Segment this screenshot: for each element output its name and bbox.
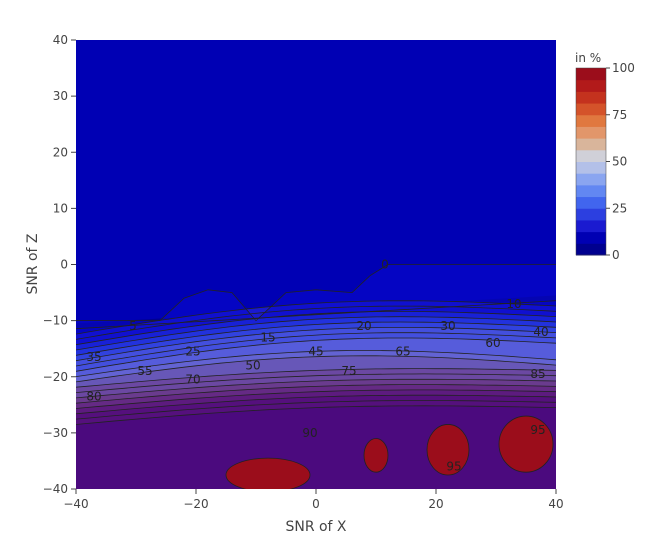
contour-islands (225, 415, 554, 489)
contour-island-1 (225, 457, 311, 489)
contour-line-10 (76, 300, 556, 335)
contour-label-40-8: 40 (533, 325, 548, 339)
x-tick-label-1: −20 (183, 497, 208, 511)
colorbar-step-0 (576, 243, 606, 256)
contour-label-35-7: 35 (86, 350, 101, 364)
contour-line-25 (76, 316, 556, 351)
contour-label-70-14: 70 (185, 373, 200, 387)
contour-label-5-1: 5 (129, 319, 137, 333)
contour-label-75-15: 75 (341, 364, 356, 378)
contour-line-55 (76, 355, 556, 383)
colorbar-step-14 (576, 79, 606, 92)
colorbar-step-3 (576, 208, 606, 221)
y-tick-label-1: −30 (43, 426, 68, 440)
contour-line-30 (76, 321, 556, 356)
plot-area (76, 40, 556, 489)
colorbar-title: in % (575, 51, 601, 65)
colorbar-tick-label-2: 50 (612, 155, 627, 169)
contour-line-5 (76, 300, 556, 330)
contour-label-65-13: 65 (395, 344, 410, 358)
y-tick-label-5: 10 (53, 201, 68, 215)
contour-label-55-11: 55 (137, 364, 152, 378)
x-axis-title: SNR of X (285, 519, 346, 535)
colorbar-step-2 (576, 219, 606, 233)
contour-island-3 (426, 424, 470, 476)
axes: −40 −20 0 20 40 −40 −30 −20 −10 0 10 20 30 40 (43, 33, 564, 511)
contour-line-65 (76, 373, 556, 394)
colorbar-step-1 (576, 231, 606, 244)
contour-label-85-17: 85 (530, 367, 545, 381)
contour-island-4 (498, 415, 554, 473)
contour-label-90-18: 90 (302, 426, 317, 440)
x-tick-label-2: 0 (312, 497, 320, 511)
contour-line-45 (76, 337, 556, 372)
contour-lines (76, 264, 556, 425)
colorbar-step-12 (576, 103, 606, 116)
colorbar-tick-label-0: 0 (612, 248, 620, 262)
colorbar-step-11 (576, 114, 606, 127)
contour-label-95-19: 95 (530, 423, 545, 437)
y-tick-label-3: −10 (43, 314, 68, 328)
contour-line-90 (76, 400, 556, 420)
contour-label-0-0: 0 (381, 258, 389, 272)
contour-line-75 (76, 384, 556, 404)
colorbar-step-6 (576, 173, 606, 186)
contour-label-45-9: 45 (308, 344, 323, 358)
contour-line-15 (76, 305, 556, 340)
colorbar-tick-label-4: 100 (612, 61, 635, 75)
x-tick-label-3: 20 (428, 497, 443, 511)
x-tick-label-4: 40 (548, 497, 563, 511)
colorbar-step-5 (576, 184, 606, 198)
colorbar-tick-label-3: 75 (612, 108, 627, 122)
contour-label-50-10: 50 (245, 359, 260, 373)
y-tick-label-4: 0 (60, 258, 68, 272)
contour-line-70 (76, 378, 556, 399)
contour-line-80 (76, 389, 556, 409)
y-tick-label-2: −20 (43, 370, 68, 384)
contour-label-10-2: 10 (506, 297, 521, 311)
colorbar-step-13 (576, 91, 606, 104)
colorbar-step-15 (576, 68, 606, 81)
y-tick-label-8: 40 (53, 33, 68, 47)
contour-label-30-6: 30 (440, 319, 455, 333)
contour-label-15-3: 15 (260, 330, 275, 344)
contour-label-95-20: 95 (446, 460, 461, 474)
contour-labels: 0 5 10 15 20 25 30 35 40 45 50 55 60 65 70 75 80 85 90 95 95 (86, 258, 548, 474)
contour-label-20-4: 20 (356, 319, 371, 333)
x-tick-label-0: −40 (63, 497, 88, 511)
colorbar-step-4 (576, 196, 606, 209)
y-tick-label-6: 20 (53, 145, 68, 159)
colorbar-step-9 (576, 138, 606, 151)
contour-label-25-5: 25 (185, 344, 200, 358)
y-axis-title: SNR of Z (25, 233, 41, 294)
contour-line-20 (76, 311, 556, 346)
contour-line-40 (76, 332, 556, 367)
contour-line-95 (76, 405, 556, 425)
contour-line-0 (76, 264, 556, 322)
contour-label-60-12: 60 (485, 336, 500, 350)
colorbar-tick-label-1: 25 (612, 201, 627, 215)
colorbar-step-10 (576, 126, 606, 139)
contour-label-80-16: 80 (86, 389, 101, 403)
colorbar: in % 0 25 50 75 100 (575, 51, 635, 262)
colorbar-step-8 (576, 149, 606, 162)
contour-line-50 (76, 350, 556, 377)
y-tick-label-7: 30 (53, 89, 68, 103)
contour-island-2 (363, 438, 389, 473)
y-tick-label-0: −40 (43, 482, 68, 496)
contour-line-60 (76, 368, 556, 388)
contour-line-85 (76, 394, 556, 415)
contour-line-35 (76, 327, 556, 362)
colorbar-step-7 (576, 161, 606, 174)
